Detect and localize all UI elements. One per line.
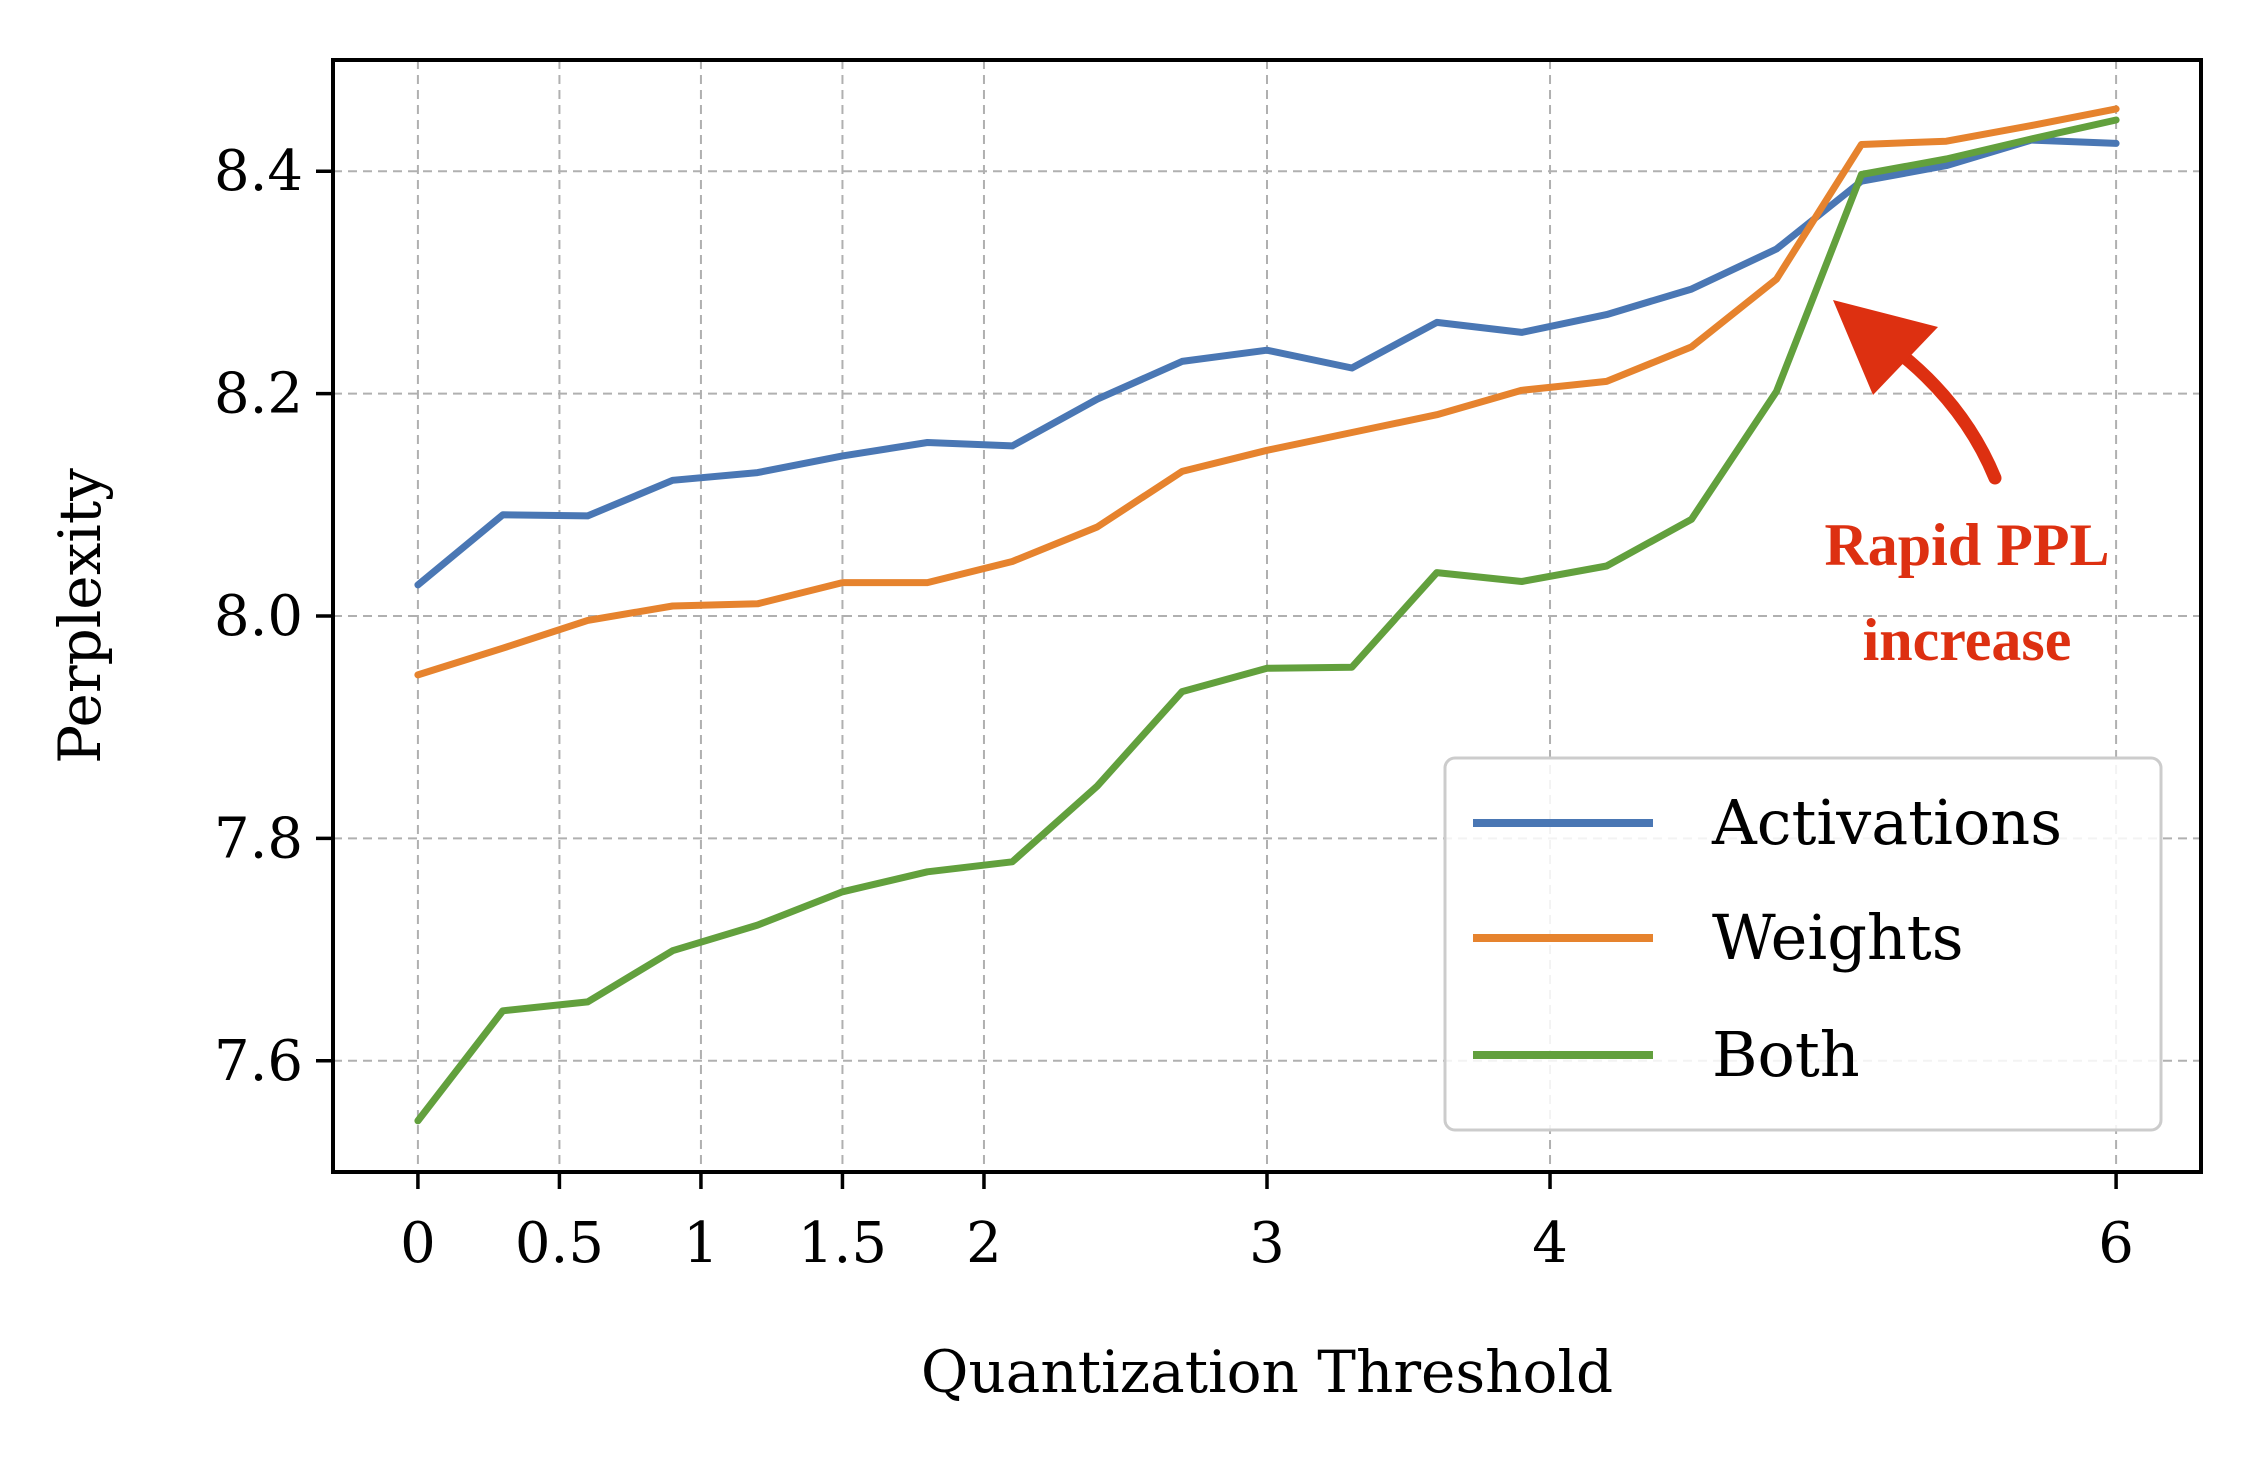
legend: Activations Weights Both [1443, 756, 2163, 1132]
x-tick-label: 0.5 [515, 1211, 604, 1276]
x-tick-label: 4 [1532, 1211, 1568, 1276]
legend-label-both: Both [1712, 1018, 1860, 1091]
x-tick-label: 6 [2098, 1211, 2134, 1276]
y-tick-label: 8.4 [214, 139, 303, 204]
series-line-activations [414, 136, 2120, 589]
y-tick-label: 7.6 [214, 1029, 303, 1094]
x-axis-label: Quantization Threshold [921, 1338, 1613, 1406]
legend-box [1443, 756, 2163, 1132]
rapid-ppl-annotation: Rapid PPL increase [1824, 300, 2110, 673]
annotation-arrow-head [1833, 300, 1938, 395]
annotation-text-line2: increase [1863, 607, 2072, 673]
x-tick-label: 1.5 [798, 1211, 887, 1276]
series-line-weights [414, 105, 2120, 679]
x-tick-label: 2 [966, 1211, 1002, 1276]
series-lines [414, 105, 2120, 1125]
series-line-both [414, 116, 2120, 1125]
annotation-arrow [1891, 345, 2002, 485]
annotation-text-line1: Rapid PPL [1824, 512, 2109, 578]
grid [333, 60, 2201, 1172]
y-tick-label: 7.8 [214, 806, 303, 871]
x-tick-label: 1 [683, 1211, 719, 1276]
x-tick-label: 3 [1249, 1211, 1285, 1276]
legend-label-weights: Weights [1712, 901, 1964, 974]
x-tick-label: 0 [400, 1211, 436, 1276]
y-tick-label: 8.2 [214, 362, 303, 427]
y-axis-label: Perplexity [46, 468, 114, 764]
axis-ticks: 0 0.5 1 1.5 2 3 4 6 7.6 7.8 8.0 8.2 8.4 [214, 139, 2134, 1276]
y-tick-label: 8.0 [214, 584, 303, 649]
legend-label-activations: Activations [1711, 786, 2062, 859]
